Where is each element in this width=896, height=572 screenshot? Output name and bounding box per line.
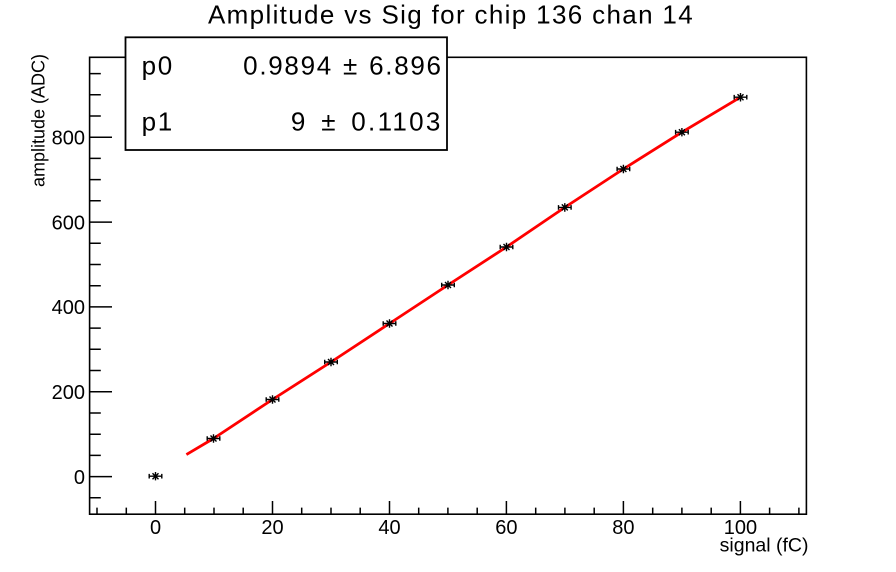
svg-text:600: 600 [52,212,85,234]
svg-text:0.9894 ± 6.896: 0.9894 ± 6.896 [243,51,443,81]
svg-text:amplitude (ADC): amplitude (ADC) [29,54,49,187]
svg-text:Amplitude vs Sig for chip 136: Amplitude vs Sig for chip 136 chan 14 [208,0,694,29]
svg-text:400: 400 [52,297,85,319]
svg-text:p0: p0 [142,51,174,81]
svg-text:80: 80 [612,517,634,539]
svg-text:60: 60 [495,517,517,539]
svg-text:800: 800 [52,128,85,150]
svg-text:0: 0 [150,517,161,539]
svg-text:40: 40 [378,517,400,539]
svg-text:signal (fC): signal (fC) [720,535,809,557]
svg-text:200: 200 [52,382,85,404]
svg-text:0: 0 [74,467,85,489]
svg-text:20: 20 [261,517,283,539]
svg-text:p1: p1 [142,107,174,137]
svg-text:100: 100 [724,517,757,539]
svg-text:9 ± 0.1103: 9 ± 0.1103 [291,107,443,137]
